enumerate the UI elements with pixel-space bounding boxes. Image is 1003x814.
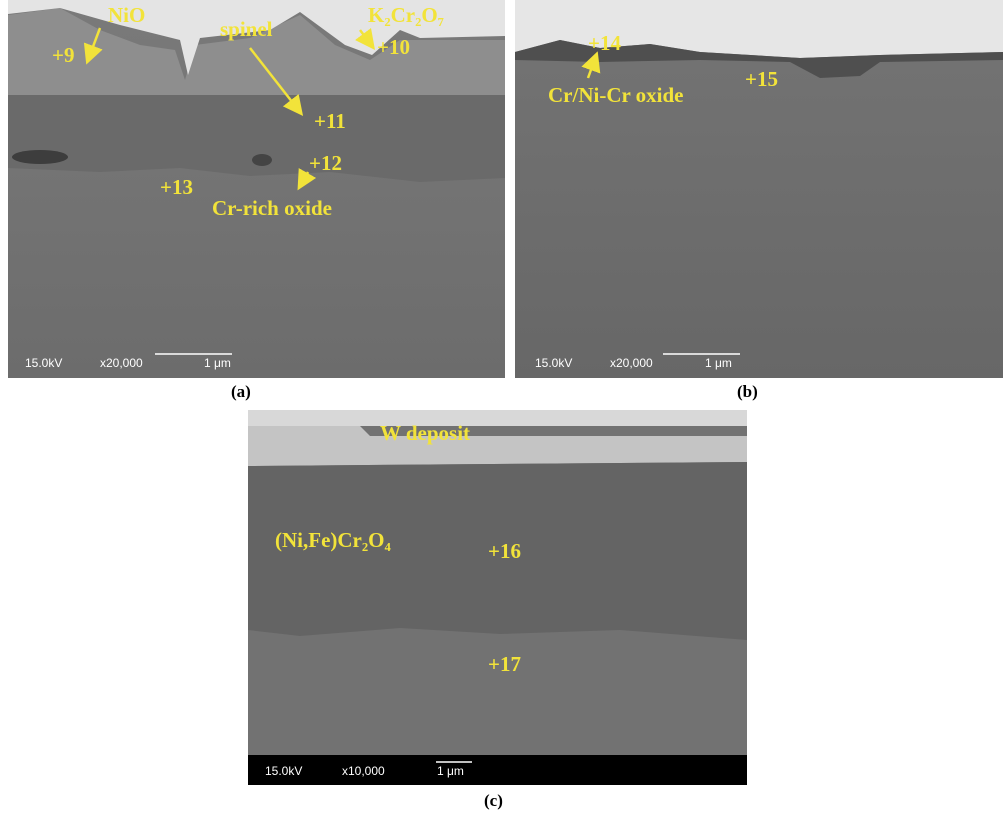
voltage: 15.0kV <box>535 356 572 370</box>
info-bar <box>248 755 747 785</box>
label: (Ni,Fe)Cr₂O₄ <box>275 528 392 552</box>
figure: NiO +9 spinel K₂Cr₂O₇ +10 +11 +12 +13 Cr… <box>0 0 1003 814</box>
caption: (c) <box>484 791 503 810</box>
label: +15 <box>745 67 778 91</box>
voltage: 15.0kV <box>265 764 302 778</box>
label: +16 <box>488 539 521 563</box>
magnification: x10,000 <box>342 764 385 778</box>
panel-c: W deposit (Ni,Fe)Cr₂O₄ +16 +17 15.0kV x1… <box>248 410 747 810</box>
label: +17 <box>488 652 521 676</box>
label: +13 <box>160 175 193 199</box>
label: +14 <box>588 31 621 55</box>
label: +11 <box>314 109 346 133</box>
magnification: x20,000 <box>610 356 653 370</box>
label: Cr-rich oxide <box>212 196 332 220</box>
magnification: x20,000 <box>100 356 143 370</box>
label: NiO <box>108 3 145 27</box>
label: Cr/Ni-Cr oxide <box>548 83 684 107</box>
void <box>252 154 272 166</box>
scale: 1 μm <box>437 764 464 778</box>
voltage: 15.0kV <box>25 356 62 370</box>
label: K₂Cr₂O₇ <box>368 3 444 27</box>
label: +10 <box>377 35 410 59</box>
surface <box>248 410 747 426</box>
panel-a: NiO +9 spinel K₂Cr₂O₇ +10 +11 +12 +13 Cr… <box>8 0 505 401</box>
void <box>12 150 68 164</box>
label: spinel <box>220 17 273 41</box>
caption: (b) <box>737 382 758 401</box>
label: W deposit <box>380 421 470 445</box>
panel-b: +14 +15 Cr/Ni-Cr oxide 15.0kV x20,000 1 … <box>515 0 1003 401</box>
label: +9 <box>52 43 74 67</box>
label: +12 <box>309 151 342 175</box>
caption: (a) <box>231 382 251 401</box>
scale: 1 μm <box>204 356 231 370</box>
scale: 1 μm <box>705 356 732 370</box>
oxide-band <box>8 95 505 182</box>
